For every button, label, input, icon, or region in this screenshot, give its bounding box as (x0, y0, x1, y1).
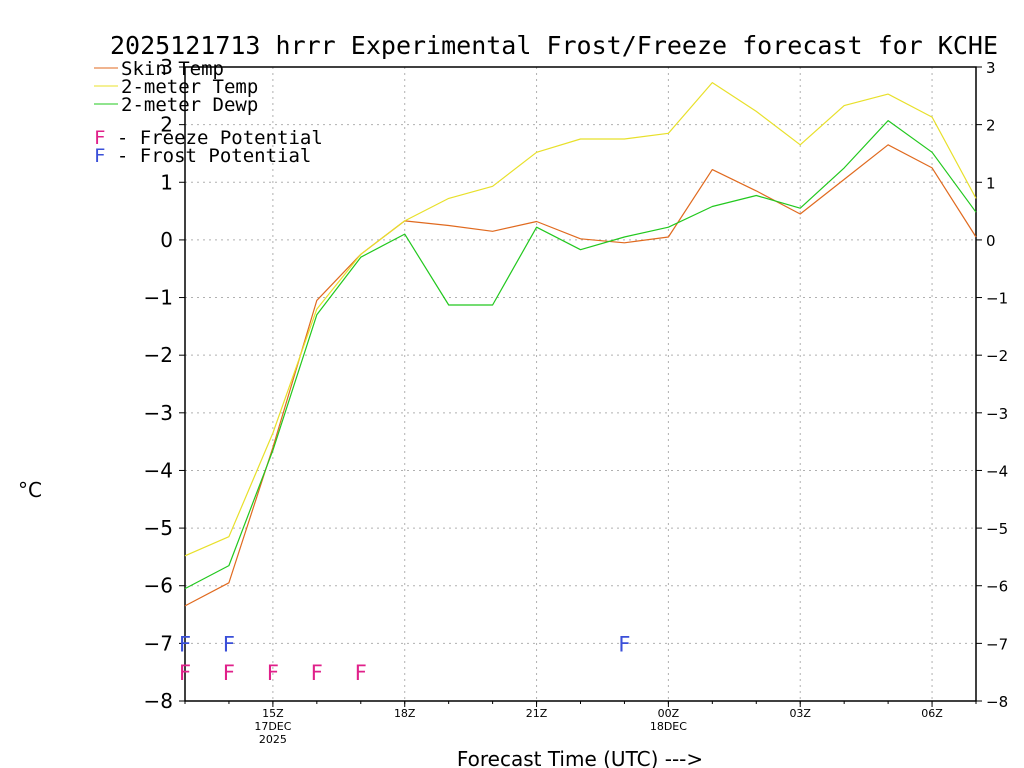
x-tick-label: 18Z (394, 707, 416, 720)
freeze-potential-marker: F (267, 661, 279, 685)
x-tick-label: 18DEC (650, 720, 687, 733)
legend: Skin Temp 2-meter Temp 2-meter Dewp F - … (94, 58, 323, 167)
y-tick-label-left: −2 (144, 343, 173, 367)
y-tick-label-right: −8 (986, 693, 1008, 711)
y-tick-label-right: 0 (986, 232, 996, 250)
y-tick-label-right: 1 (986, 174, 996, 192)
frost-potential-marker: F (223, 632, 235, 656)
freeze-potential-marker: F (223, 661, 235, 685)
freeze-potential-symbol: F (94, 127, 105, 149)
y-axis-right-ticks: 3 2 1 0 −1 −2 −3 −4 −5 −6 −7 −8 (986, 59, 1008, 711)
freeze-potential-legend: F - Freeze Potential (94, 127, 323, 149)
x-tick-label: 17DEC (254, 720, 291, 733)
y-tick-label-left: −3 (144, 401, 173, 425)
x-tick-label: 06Z (921, 707, 943, 720)
y-tick-marks (179, 66, 982, 702)
y-tick-label-right: −1 (986, 290, 1008, 308)
y-tick-label-right: −2 (986, 347, 1008, 365)
x-tick-label: 03Z (789, 707, 811, 720)
grid-lines (185, 67, 976, 701)
legend-label-2m-temp: 2-meter Temp (121, 76, 258, 98)
x-tick-label: 2025 (259, 733, 287, 746)
y-tick-label-right: −7 (986, 635, 1008, 653)
x-tick-label: 15Z (262, 707, 284, 720)
y-tick-label-right: −6 (986, 578, 1008, 596)
x-axis-label: Forecast Time (UTC) ---> (457, 747, 703, 768)
y-tick-label-left: 2 (160, 113, 173, 137)
y-tick-label-left: 0 (160, 228, 173, 252)
y-tick-label-left: −8 (144, 689, 173, 713)
y-tick-label-right: −4 (986, 462, 1008, 480)
y-tick-label-right: 3 (986, 59, 996, 77)
frost-potential-marker: F (179, 632, 191, 656)
legend-label-skin-temp: Skin Temp (121, 58, 224, 80)
series-line-2-meter-temp (184, 81, 977, 557)
x-tick-label: 00Z (658, 707, 680, 720)
y-tick-label-right: −5 (986, 520, 1008, 538)
y-tick-label-left: −5 (144, 516, 173, 540)
y-tick-label-left: −4 (144, 458, 173, 482)
y-tick-label-right: 2 (986, 117, 996, 135)
series-lines (184, 81, 977, 607)
series-line-2-meter-dewp (184, 119, 977, 590)
y-tick-label-left: −6 (144, 574, 173, 598)
y-tick-label-left: −7 (144, 631, 173, 655)
frost-potential-marker: F (618, 632, 630, 656)
frost-potential-legend: F - Frost Potential (94, 145, 311, 167)
x-tick-label: 21Z (526, 707, 548, 720)
legend-label-2m-dewp: 2-meter Dewp (121, 94, 258, 116)
y-tick-label-right: −3 (986, 405, 1008, 423)
frost-potential-text: - Frost Potential (105, 145, 311, 167)
series-line-skin-temp (184, 144, 977, 607)
y-tick-label-left: 3 (160, 55, 173, 79)
potential-markers: F F FF F F F F (179, 632, 631, 685)
y-axis-left-ticks: 3 2 1 0 −1 −2 −3 −4 −5 −6 −7 −8 (144, 55, 173, 713)
freeze-potential-text: - Freeze Potential (105, 127, 322, 149)
y-tick-label-left: 1 (160, 170, 173, 194)
y-tick-label-left: −1 (144, 286, 173, 310)
freeze-potential-marker: F (179, 661, 191, 685)
y-axis-label: °C (18, 478, 42, 502)
freeze-potential-marker: F (355, 661, 367, 685)
chart-title: 2025121713 hrrr Experimental Frost/Freez… (110, 31, 998, 60)
frost-potential-symbol: F (94, 145, 105, 167)
freeze-potential-marker: F (311, 661, 323, 685)
